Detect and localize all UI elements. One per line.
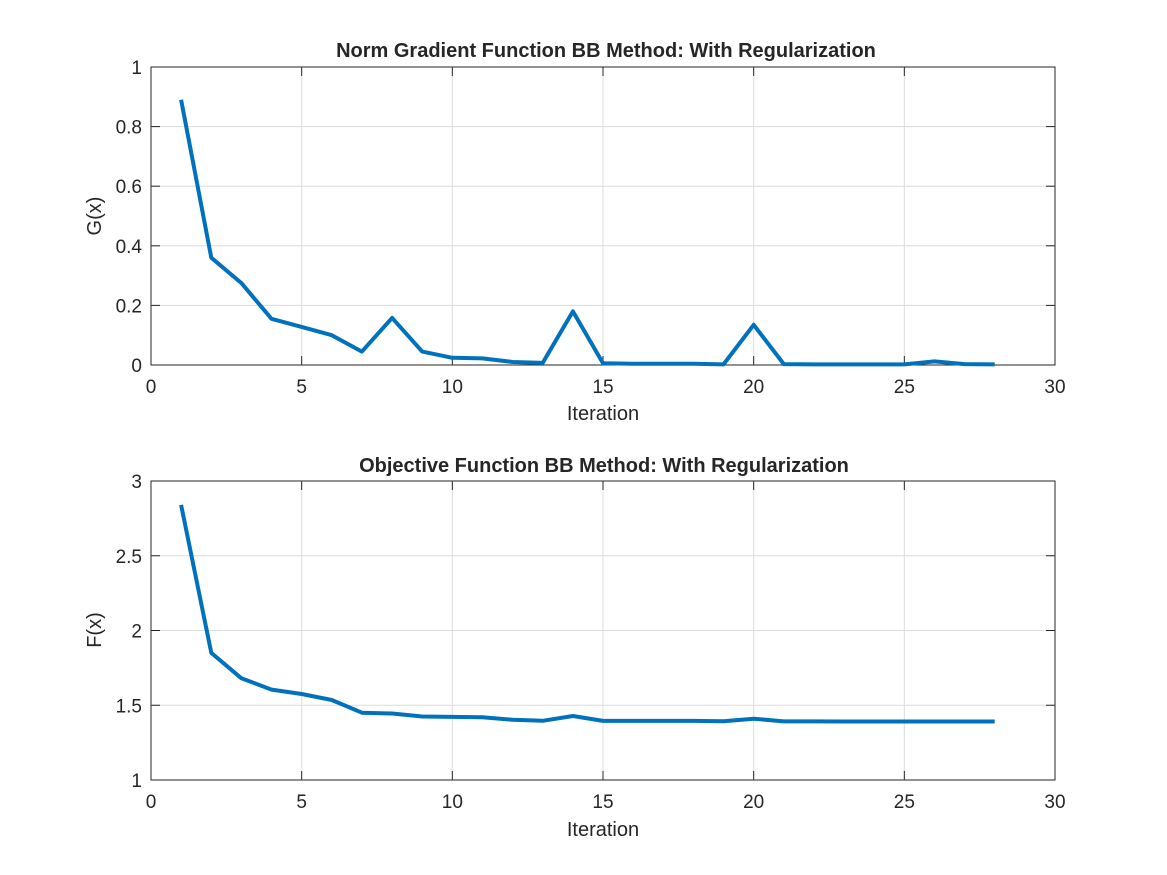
objective-y-tick-label: 2.5 [116,547,142,568]
gradient-x-tick-label: 10 [442,377,463,398]
objective-y-axis-label: F(x) [84,612,106,648]
objective-y-tick-label: 1.5 [116,696,142,717]
objective-y-tick-label: 1 [131,771,142,792]
objective-x-tick-label: 10 [442,792,463,813]
gradient-norm-plot: Norm Gradient Function BB Method: With R… [84,40,1066,425]
gradient-series-line [179,99,995,367]
objective-y-tick-label: 3 [131,472,142,493]
objective-x-tick-label: 20 [743,792,764,813]
gradient-x-tick-label: 5 [296,377,307,398]
gradient-y-tick-label: 0 [131,356,142,377]
gradient-x-tick-label: 15 [592,377,613,398]
objective-series-line [179,504,995,724]
gradient-y-tick-label: 0.6 [116,177,142,198]
objective-y-tick-label: 2 [131,622,142,643]
gradient-y-tick-label: 0.4 [116,237,143,258]
gradient-x-tick-label: 30 [1044,377,1065,398]
objective-x-tick-label: 15 [592,792,613,813]
objective-x-tick-label: 0 [146,792,157,813]
gradient-x-tick-label: 25 [894,377,915,398]
gradient-plot-title: Norm Gradient Function BB Method: With R… [336,40,876,62]
objective-function-plot: Objective Function BB Method: With Regul… [84,455,1066,841]
gradient-y-tick-label: 0.8 [116,118,142,139]
gradient-x-tick-label: 0 [146,377,157,398]
gradient-x-axis-label: Iteration [567,403,639,425]
objective-x-tick-label: 5 [296,792,307,813]
gradient-y-tick-label: 0.2 [116,296,142,317]
objective-plot-title: Objective Function BB Method: With Regul… [359,455,849,477]
gradient-y-tick-label: 1 [131,58,142,79]
gradient-y-axis-label: G(x) [84,197,106,236]
objective-x-axis-label: Iteration [567,819,639,841]
gradient-x-tick-label: 20 [743,377,764,398]
objective-x-tick-label: 25 [894,792,915,813]
objective-x-tick-label: 30 [1044,792,1065,813]
